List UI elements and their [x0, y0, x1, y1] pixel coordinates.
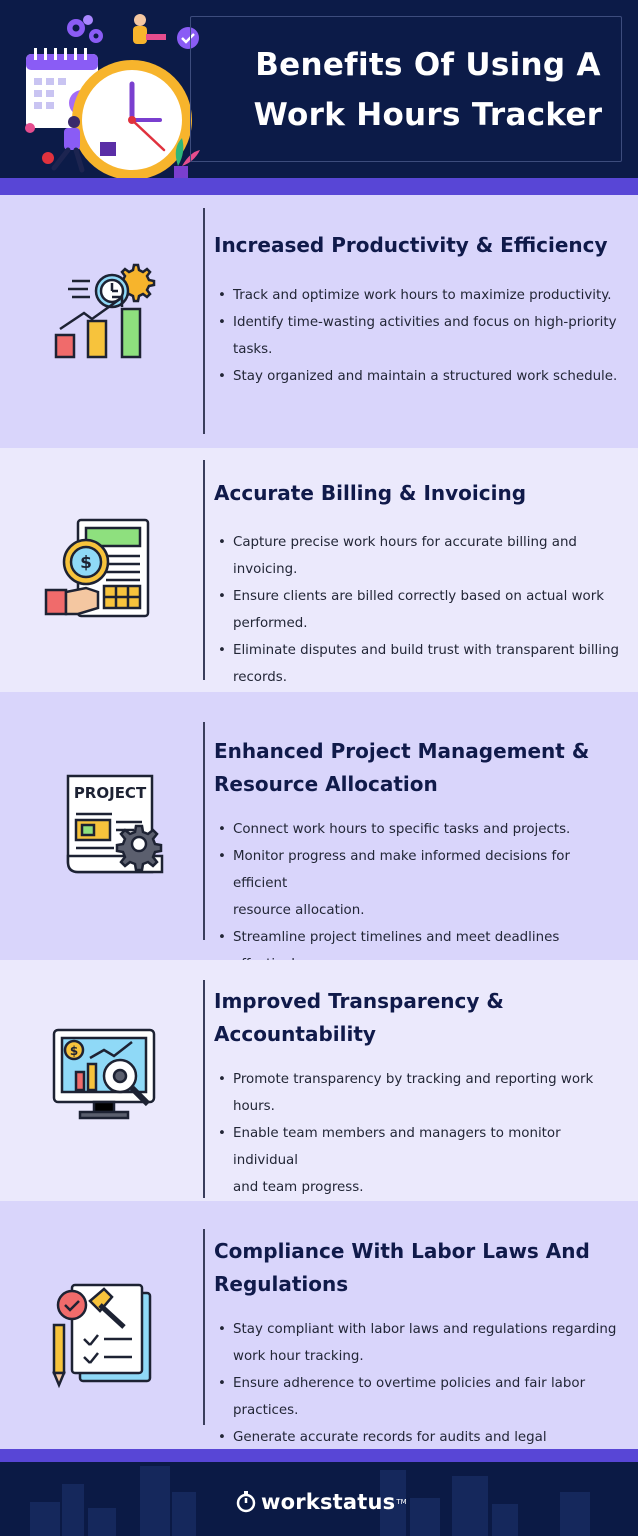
section-divider: [203, 722, 205, 940]
legal-checklist-gavel-icon: [52, 1283, 152, 1389]
section-title: Improved Transparency & Accountability: [214, 985, 624, 1051]
section-divider: [203, 208, 205, 434]
benefit-line: Ensure clients are billed correctly base…: [233, 589, 604, 604]
section-title: Compliance With Labor Laws And Regulatio…: [214, 1235, 624, 1301]
city-skyline-icon: [30, 1466, 590, 1536]
monitor-analytics-magnifier-icon: $: [52, 1028, 156, 1120]
section-title-line: Resource Allocation: [214, 772, 438, 796]
page-title: Benefits Of Using A Work Hours Tracker: [228, 40, 628, 140]
benefit-line: Stay compliant with labor laws and regul…: [233, 1322, 617, 1337]
benefit-list: Track and optimize work hours to maximiz…: [218, 282, 623, 390]
benefit-line: tasks.: [233, 342, 273, 357]
benefit-item: Stay organized and maintain a structured…: [218, 363, 623, 390]
benefit-line: resource allocation.: [233, 903, 365, 918]
benefit-line: Enable team members and managers to moni…: [233, 1126, 561, 1168]
benefit-item: Ensure adherence to overtime policies an…: [218, 1370, 623, 1424]
section-title: Increased Productivity & Efficiency: [214, 229, 624, 262]
section-title-line: Compliance With Labor Laws And: [214, 1239, 590, 1263]
benefit-line: Stay organized and maintain a structured…: [233, 369, 618, 384]
benefit-line: Identify time-wasting activities and foc…: [233, 315, 617, 330]
benefit-line: Promote transparency by tracking and rep…: [233, 1072, 594, 1114]
stopwatch-logo-icon: [236, 1491, 256, 1513]
benefit-line: Connect work hours to specific tasks and…: [233, 822, 571, 837]
svg-text:$: $: [80, 553, 92, 573]
benefit-section-transparency: $ Improved Transparency & Accountability…: [0, 960, 638, 1249]
benefit-section-productivity: Increased Productivity & Efficiency Trac…: [0, 195, 638, 448]
svg-text:$: $: [70, 1044, 78, 1058]
benefit-list: Capture precise work hours for accurate …: [218, 529, 623, 691]
header: $ Benefits Of Using A Work Hours Tracker: [0, 0, 638, 182]
benefit-item: Stay compliant with labor laws and regul…: [218, 1316, 623, 1370]
section-title-line: Accurate Billing & Invoicing: [214, 481, 527, 505]
benefit-item: Ensure clients are billed correctly base…: [218, 583, 623, 637]
section-title-line: Enhanced Project Management &: [214, 739, 590, 763]
footer-accent-band: [0, 1449, 638, 1462]
benefit-line: Ensure adherence to overtime policies an…: [233, 1376, 586, 1418]
brand-logo: workstatus TM: [236, 1489, 407, 1515]
header-frame: [190, 16, 622, 162]
benefit-item: Track and optimize work hours to maximiz…: [218, 282, 623, 309]
section-title-line: Increased Productivity & Efficiency: [214, 233, 608, 257]
section-title: Accurate Billing & Invoicing: [214, 477, 624, 510]
page-title-line-2: Work Hours Tracker: [253, 97, 603, 133]
section-divider: [203, 1229, 205, 1425]
benefit-section-project-management: PROJECT Enhanced Project Management & Re…: [0, 692, 638, 972]
header-accent-band: [0, 178, 638, 195]
project-document-gear-icon: PROJECT: [66, 774, 164, 874]
benefit-line: Capture precise work hours for accurate …: [233, 535, 577, 577]
benefit-line: Eliminate disputes and build trust with …: [233, 643, 619, 658]
project-icon-label: PROJECT: [74, 784, 147, 802]
benefit-line: work hour tracking.: [233, 1349, 364, 1364]
benefit-line: records.: [233, 670, 288, 685]
benefit-item: Enable team members and managers to moni…: [218, 1120, 623, 1201]
benefit-item: Monitor progress and make informed decis…: [218, 843, 623, 924]
benefit-item: Connect work hours to specific tasks and…: [218, 816, 623, 843]
section-title: Enhanced Project Management & Resource A…: [214, 735, 624, 801]
brand-trademark: TM: [396, 1498, 407, 1506]
benefit-line: Monitor progress and make informed decis…: [233, 849, 570, 891]
benefit-section-compliance: Compliance With Labor Laws And Regulatio…: [0, 1201, 638, 1472]
brand-name: workstatus: [261, 1490, 396, 1514]
benefit-line: and team progress.: [233, 1180, 364, 1195]
benefit-line: Track and optimize work hours to maximiz…: [233, 288, 612, 303]
benefit-list: Stay compliant with labor laws and regul…: [218, 1316, 623, 1478]
productivity-chart-gear-icon: [54, 263, 156, 359]
benefit-list: Connect work hours to specific tasks and…: [218, 816, 623, 978]
footer: workstatus TM: [0, 1462, 638, 1536]
page-title-line-1: Benefits Of Using A: [255, 47, 601, 83]
section-title-line: Regulations: [214, 1272, 349, 1296]
benefit-item: Capture precise work hours for accurate …: [218, 529, 623, 583]
clock-calendar-illustration-icon: $: [25, 14, 200, 182]
section-title-line: Improved Transparency &: [214, 989, 504, 1013]
benefit-item: Eliminate disputes and build trust with …: [218, 637, 623, 691]
section-title-line: Accountability: [214, 1022, 376, 1046]
section-divider: [203, 980, 205, 1198]
benefit-item: Identify time-wasting activities and foc…: [218, 309, 623, 363]
section-divider: [203, 460, 205, 680]
benefit-line: performed.: [233, 616, 308, 631]
benefit-section-billing: $ Accurate Billing & Invoicing Capture p…: [0, 448, 638, 692]
billing-calculator-dollar-icon: $: [44, 518, 150, 618]
benefit-item: Promote transparency by tracking and rep…: [218, 1066, 623, 1120]
